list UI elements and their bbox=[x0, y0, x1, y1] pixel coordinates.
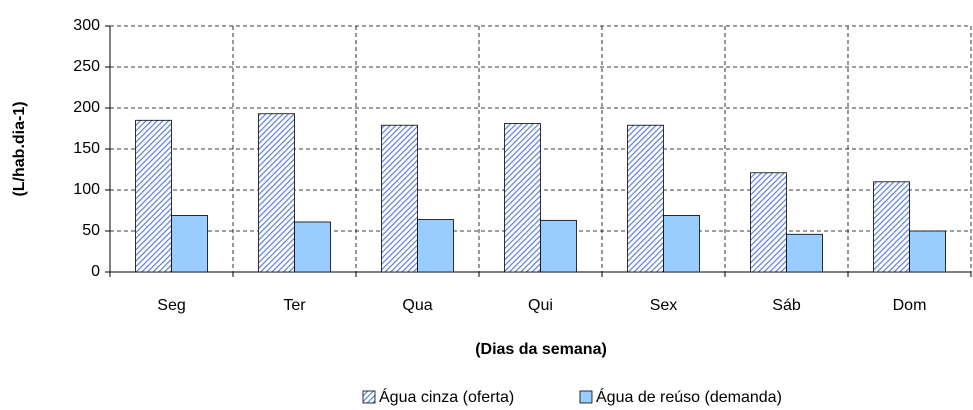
legend-swatch bbox=[362, 390, 376, 404]
y-tick-label: 100 bbox=[73, 181, 100, 198]
bar bbox=[909, 230, 946, 273]
bar bbox=[663, 215, 700, 273]
legend-label: Água cinza (oferta) bbox=[379, 387, 514, 406]
y-tick-label: 150 bbox=[73, 140, 100, 157]
y-tick-label: 50 bbox=[82, 222, 100, 239]
bar bbox=[873, 181, 910, 273]
bar bbox=[135, 119, 172, 273]
y-tick-label: 300 bbox=[73, 17, 100, 34]
bar bbox=[504, 123, 541, 273]
y-tick-label: 200 bbox=[73, 99, 100, 116]
bar bbox=[294, 221, 331, 273]
legend-swatch bbox=[579, 390, 593, 404]
x-tick-label: Sex bbox=[650, 297, 678, 314]
x-tick-label: Ter bbox=[283, 297, 306, 314]
x-tick-label: Qua bbox=[402, 297, 432, 314]
x-tick-label: Dom bbox=[893, 297, 927, 314]
bar bbox=[540, 219, 577, 273]
x-tick-label: Qui bbox=[528, 297, 553, 314]
x-tick-label: Sáb bbox=[772, 297, 801, 314]
x-tick-label: Seg bbox=[157, 297, 185, 314]
legend-label: Água de reúso (demanda) bbox=[596, 387, 782, 406]
y-axis-label: (L/hab.dia-1) bbox=[11, 101, 28, 196]
bar bbox=[258, 113, 295, 273]
y-tick-label: 250 bbox=[73, 58, 100, 75]
bar bbox=[750, 172, 787, 273]
bar bbox=[381, 124, 418, 273]
bar bbox=[171, 215, 208, 273]
y-tick-label: 0 bbox=[91, 263, 100, 280]
bar bbox=[786, 233, 823, 273]
bar bbox=[417, 219, 454, 273]
bar bbox=[627, 124, 664, 273]
x-axis-label: (Dias da semana) bbox=[475, 341, 607, 358]
